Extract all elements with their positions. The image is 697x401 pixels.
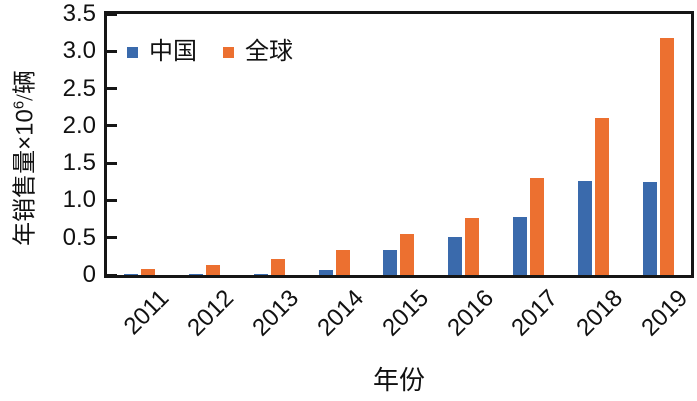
bar-group-2013 bbox=[237, 14, 302, 275]
bar-china-2017 bbox=[513, 216, 528, 275]
x-tick-label-2019: 2019 bbox=[636, 284, 694, 342]
bar-global-2019 bbox=[660, 37, 675, 275]
bar-china-2016 bbox=[448, 236, 463, 275]
bar-group-2019 bbox=[626, 14, 691, 275]
y-tick-mark bbox=[107, 198, 117, 202]
legend-label-china: 中国 bbox=[149, 39, 197, 65]
bar-global-2013 bbox=[270, 258, 285, 275]
legend-label-global: 全球 bbox=[245, 39, 293, 65]
bar-group-2017 bbox=[496, 14, 561, 275]
y-tick-label: 3.5 bbox=[62, 0, 96, 27]
bar-group-2014 bbox=[302, 14, 367, 275]
y-tick-label: 3.0 bbox=[62, 37, 96, 65]
bar-china-2013 bbox=[253, 273, 268, 275]
y-tick-mark bbox=[107, 49, 117, 53]
y-tick-label: 1.5 bbox=[62, 149, 96, 177]
x-tick-label-2011: 2011 bbox=[118, 284, 175, 341]
y-tick-label: 1.0 bbox=[62, 186, 96, 214]
y-tick-label: 0.5 bbox=[62, 223, 96, 251]
x-tick-label-2016: 2016 bbox=[441, 284, 499, 342]
y-tick-mark bbox=[107, 161, 117, 165]
bar-china-2015 bbox=[383, 250, 398, 275]
legend-swatch-china bbox=[127, 46, 138, 58]
y-tick-label: 2.5 bbox=[62, 74, 96, 102]
bar-global-2016 bbox=[465, 217, 480, 275]
x-tick-label-2014: 2014 bbox=[311, 284, 369, 342]
y-tick-mark bbox=[107, 12, 117, 16]
bar-china-2011 bbox=[123, 274, 138, 275]
x-tick-label-2012: 2012 bbox=[182, 284, 240, 342]
bar-global-2017 bbox=[530, 178, 545, 275]
x-tick-label-2018: 2018 bbox=[571, 284, 629, 342]
plot-inner bbox=[107, 12, 691, 277]
y-axis-labels: 3.5 3.0 2.5 2.0 1.5 1.0 0.5 0 bbox=[0, 2, 96, 287]
y-tick-label: 2.0 bbox=[62, 111, 96, 139]
bar-global-2011 bbox=[140, 269, 155, 275]
bar-china-2018 bbox=[578, 181, 593, 275]
y-tick-mark bbox=[107, 87, 117, 91]
plot-area: 中国 全球 bbox=[104, 11, 694, 278]
legend: 中国 全球 bbox=[127, 40, 293, 64]
x-tick-label-2015: 2015 bbox=[376, 284, 434, 342]
bar-global-2015 bbox=[400, 234, 415, 275]
bar-global-2018 bbox=[595, 118, 610, 275]
x-axis-title: 年份 bbox=[372, 366, 425, 395]
bar-group-2016 bbox=[431, 14, 496, 275]
bar-group-2012 bbox=[172, 14, 237, 275]
x-tick-label-2017: 2017 bbox=[506, 284, 564, 342]
y-tick-mark bbox=[107, 236, 117, 240]
bar-china-2019 bbox=[643, 181, 658, 275]
y-tick-mark bbox=[107, 124, 117, 128]
bar-group-2015 bbox=[367, 14, 432, 275]
bar-china-2014 bbox=[318, 269, 333, 275]
legend-swatch-global bbox=[223, 46, 234, 58]
bar-group-2018 bbox=[561, 14, 626, 275]
bar-group-2011 bbox=[107, 14, 172, 275]
bar-china-2012 bbox=[188, 274, 203, 275]
bar-global-2014 bbox=[335, 250, 350, 275]
y-tick-mark bbox=[107, 273, 117, 277]
y-tick-label: 0 bbox=[82, 261, 96, 288]
bar-global-2012 bbox=[205, 264, 220, 275]
x-tick-label-2013: 2013 bbox=[247, 284, 304, 342]
